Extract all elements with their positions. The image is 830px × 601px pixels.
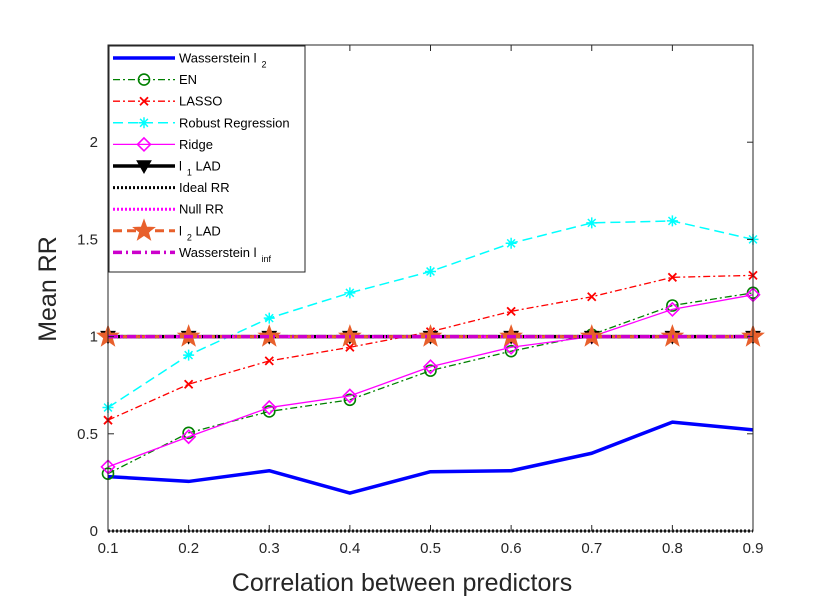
data-point-marker xyxy=(183,349,195,361)
legend-item[interactable]: EN xyxy=(113,72,197,87)
data-point-marker xyxy=(261,399,277,416)
data-point-marker xyxy=(343,393,357,407)
y-tick-label: 1.5 xyxy=(77,231,98,248)
data-point-marker xyxy=(418,324,443,347)
y-axis-title: Mean RR xyxy=(34,236,62,342)
data-point-marker xyxy=(139,96,149,106)
x-tick-label: 0.6 xyxy=(501,540,522,557)
data-point-marker xyxy=(586,217,598,229)
x-tick-label: 0.5 xyxy=(420,540,441,557)
legend-item[interactable]: Ideal RR xyxy=(113,180,230,195)
legend-item[interactable]: Null RR xyxy=(113,202,224,217)
data-point-marker xyxy=(137,73,151,86)
series-layer xyxy=(96,215,765,533)
series-line xyxy=(107,294,754,468)
data-point-marker xyxy=(424,364,437,377)
data-point-marker xyxy=(504,344,518,358)
series-line xyxy=(107,292,754,475)
legend-label: LASSO xyxy=(179,94,222,109)
x-tick-label: 0.1 xyxy=(98,540,119,557)
y-tick-label: 1 xyxy=(90,329,98,346)
legend-label: Wasserstein l inf xyxy=(179,245,272,264)
legend-item[interactable]: LASSO xyxy=(113,94,222,109)
data-point-marker xyxy=(342,388,358,404)
data-point-marker xyxy=(262,405,276,418)
data-point-marker xyxy=(345,342,355,352)
data-point-marker xyxy=(138,117,150,129)
x-axis-title: Correlation between predictors xyxy=(232,569,572,597)
data-point-marker xyxy=(666,299,679,312)
data-point-marker xyxy=(422,359,439,375)
series-0 xyxy=(107,420,754,495)
data-point-marker xyxy=(425,265,436,277)
series-line xyxy=(107,420,754,495)
x-tick-label: 0.4 xyxy=(339,540,360,557)
data-point-marker xyxy=(182,426,195,440)
y-tick-label: 0.5 xyxy=(77,426,98,443)
legend-item[interactable]: Robust Regression xyxy=(113,115,290,130)
data-point-marker xyxy=(505,237,517,249)
legend[interactable]: Wasserstein l 2 EN LASSO Robust Regression Ri… xyxy=(108,45,306,273)
x-tick-label: 0.7 xyxy=(581,540,602,557)
data-point-marker xyxy=(180,429,197,445)
data-point-marker xyxy=(503,339,519,355)
x-tick-label: 0.8 xyxy=(662,540,683,557)
x-tick-label: 0.3 xyxy=(259,540,280,557)
data-point-marker xyxy=(136,160,152,175)
x-tick-label: 0.9 xyxy=(743,540,764,557)
legend-label: EN xyxy=(179,72,197,87)
legend-item[interactable]: Wasserstein l inf xyxy=(113,245,272,264)
data-point-marker xyxy=(183,379,194,389)
legend-label: Robust Regression xyxy=(179,115,290,130)
data-point-marker xyxy=(263,312,275,324)
data-point-marker xyxy=(344,287,356,299)
legend-label: Ideal RR xyxy=(179,180,230,195)
series-3 xyxy=(102,215,759,414)
legend-label: Null RR xyxy=(179,202,224,217)
x-tick-label: 0.2 xyxy=(178,540,199,557)
data-point-marker xyxy=(667,272,678,282)
data-point-marker xyxy=(587,292,597,302)
data-point-marker xyxy=(666,215,678,227)
data-point-marker xyxy=(264,356,274,366)
legend-item[interactable]: Ridge xyxy=(113,136,213,153)
y-tick-label: 2 xyxy=(90,134,98,151)
data-point-marker xyxy=(506,306,516,316)
data-point-marker xyxy=(664,301,681,318)
legend-label: Ridge xyxy=(179,137,213,152)
data-point-marker xyxy=(136,136,152,153)
y-tick-label: 0 xyxy=(90,523,98,540)
data-point-marker xyxy=(132,218,156,241)
data-point-marker xyxy=(257,324,282,347)
